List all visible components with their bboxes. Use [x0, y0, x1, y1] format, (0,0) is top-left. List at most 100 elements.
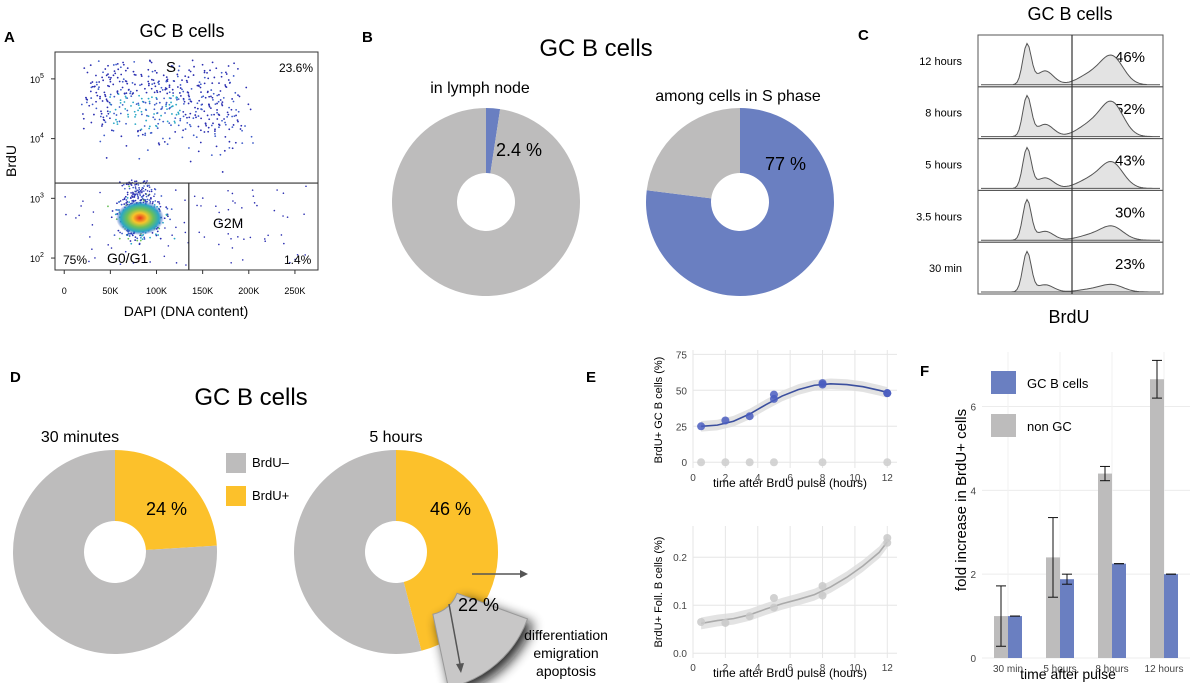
panel-label-c: C	[858, 27, 869, 44]
panel-c: GC B cells 12 hours 46% 8 hours 52% 5 hours 4…	[916, 4, 1164, 327]
a-dot-sparse	[164, 227, 166, 229]
a-dot-s	[230, 108, 233, 111]
a-dot-s	[187, 76, 190, 79]
a-dot-sparse	[238, 222, 241, 225]
a-dot-s	[206, 90, 209, 93]
a-dot-stream	[148, 190, 151, 193]
e-point	[769, 594, 778, 602]
a-dot-s	[100, 112, 103, 115]
a-dot-g0g1	[118, 201, 120, 203]
a-dot-s	[142, 101, 145, 103]
e-y-tick-label: 75	[676, 350, 688, 361]
annotation-differentiation: differentiation	[524, 627, 608, 643]
a-dot-s	[134, 123, 137, 126]
a-dot-s	[237, 67, 239, 70]
panel-label-f: F	[920, 363, 929, 380]
a-dot-g0g1	[128, 235, 131, 237]
a-dot-stream	[127, 183, 130, 186]
e-fit-line	[701, 383, 888, 428]
a-dot-stream	[158, 201, 160, 203]
a-dot-s	[140, 75, 143, 78]
a-dot-s	[210, 95, 212, 98]
panel-a-ylabel: BrdU	[3, 145, 19, 177]
a-dot-s	[224, 123, 227, 126]
a-dot-s	[109, 80, 112, 83]
e-x-tick-label: 10	[849, 663, 861, 674]
a-dot-sparse	[126, 233, 128, 236]
a-dot-g0g1	[128, 201, 131, 204]
a-dot-stream	[119, 200, 122, 202]
a-dot-sparse	[280, 234, 283, 236]
a-dot-s	[159, 90, 162, 93]
a-y-tick-label: 104	[30, 133, 44, 145]
a-dot-s	[193, 65, 195, 68]
e-y-tick-label: 50	[676, 386, 688, 397]
a-dot-s	[156, 112, 159, 114]
a-dot-stream	[136, 189, 138, 191]
a-dot-s	[116, 90, 119, 93]
a-dot-s	[82, 113, 84, 115]
a-dot-s	[213, 76, 216, 79]
a-dot-sparse	[201, 197, 204, 199]
annotation-apoptosis: apoptosis	[536, 663, 596, 679]
e-point	[818, 379, 827, 388]
a-dot-stream	[143, 185, 145, 187]
a-y-tick-exp: 5	[40, 73, 44, 80]
a-dot-s	[97, 60, 100, 63]
d1-slice-1	[12, 450, 217, 654]
a-dot-s	[185, 79, 188, 82]
a-dot-g0g1	[143, 238, 146, 240]
a-dot-s	[145, 109, 148, 111]
a-dot-sparse	[132, 262, 135, 264]
gate-label-g0g1: G0/G1	[107, 250, 148, 266]
a-dot-s	[85, 101, 88, 104]
a-dot-s	[134, 115, 136, 118]
a-dot-stream	[124, 187, 126, 190]
panel-a-x-ticks: 0 50K 100K 150K 200K 250K	[62, 270, 305, 296]
panel-f-xlabel: time after pulse	[1020, 666, 1116, 682]
a-dot-s	[95, 81, 98, 84]
a-dot-stream	[125, 195, 127, 198]
e-y-tick-label: 0.0	[673, 649, 687, 660]
a-dot-stream	[141, 197, 144, 200]
a-dot-stream	[134, 193, 137, 196]
a-dot-sparse	[119, 263, 122, 265]
a-dot-s	[120, 135, 123, 138]
a-dot-sparse	[64, 196, 66, 198]
a-dot-s	[227, 113, 230, 116]
a-dot-s	[192, 117, 195, 120]
a-dot-s	[208, 118, 211, 121]
a-dot-s	[101, 125, 103, 127]
a-dot-g0g1	[136, 237, 139, 240]
a-dot-s	[99, 95, 101, 98]
a-dot-s	[231, 147, 234, 150]
a-dot-s	[166, 92, 169, 95]
a-dot-s	[218, 93, 220, 96]
e-x-tick-label: 0	[690, 663, 696, 674]
a-dot-stream	[137, 197, 139, 200]
a-y-tick-base: 10	[30, 75, 40, 85]
a-dot-s	[207, 126, 210, 129]
e-y-tick-label: 0	[681, 458, 687, 469]
e-x-tick-label: 2	[723, 663, 729, 674]
a-dot-g0g1	[160, 195, 163, 197]
a-dot-s	[201, 63, 204, 66]
a-dot-s	[186, 121, 189, 124]
a-dot-s	[93, 85, 96, 88]
a-dot-s	[119, 112, 122, 115]
a-dot-s	[122, 61, 124, 64]
panel-label-b: B	[362, 29, 373, 46]
a-dot-s	[221, 104, 224, 107]
a-dot-s	[169, 106, 171, 109]
a-dot-s	[149, 60, 152, 63]
a-dot-g0g1	[157, 234, 160, 236]
a-dot-g0g1	[116, 202, 118, 205]
a-dot-sparse	[163, 255, 166, 258]
a-dot-sparse	[196, 204, 198, 207]
a-dot-sparse	[289, 261, 291, 264]
a-dot-stream	[139, 193, 141, 195]
a-dot-s	[109, 93, 112, 96]
a-dot-stream	[122, 198, 124, 201]
a-dot-stream	[146, 198, 149, 201]
g0g1-density-hotspot	[116, 201, 164, 235]
